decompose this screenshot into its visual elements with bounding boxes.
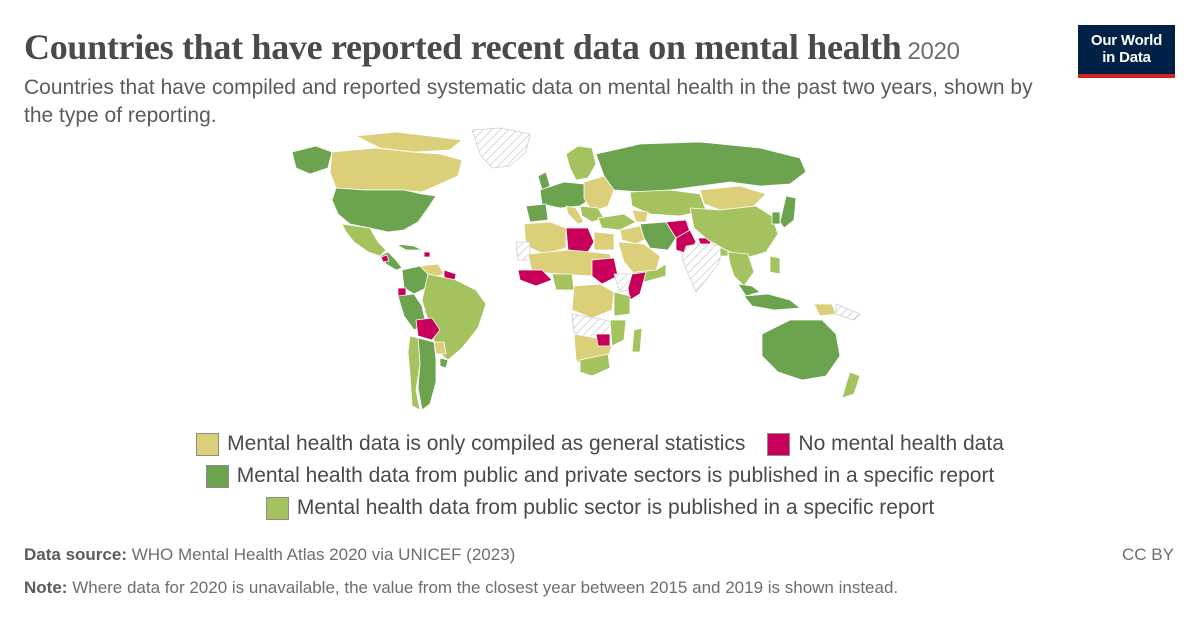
title-year: 2020: [907, 38, 961, 65]
region-brazil[interactable]: [421, 273, 487, 361]
legend-item-no-data[interactable]: No mental health data: [767, 432, 1004, 456]
note-text: Where data for 2020 is unavailable, the …: [72, 578, 899, 597]
region-haiti[interactable]: [423, 251, 431, 258]
swatch-public-private: [205, 464, 229, 488]
note-label: Note:: [24, 578, 68, 597]
owid-logo[interactable]: Our World in Data: [1078, 25, 1175, 78]
region-bolivia[interactable]: [415, 317, 441, 341]
title-text: Countries that have reported recent data…: [24, 27, 902, 67]
footer-note: Note: Where data for 2020 is unavailable…: [24, 578, 898, 598]
swatch-no-data: [767, 432, 791, 456]
region-south-africa[interactable]: [579, 353, 611, 377]
region-somalia[interactable]: [627, 271, 647, 301]
legend-item-public-private[interactable]: Mental health data from public and priva…: [205, 464, 995, 488]
region-east-africa[interactable]: [613, 291, 631, 317]
region-scandinavia[interactable]: [565, 145, 597, 181]
region-canada-islands[interactable]: [355, 131, 463, 153]
logo-line-2: in Data: [1102, 49, 1151, 66]
source-label: Data source:: [24, 545, 127, 564]
region-japan[interactable]: [779, 195, 797, 229]
region-canada[interactable]: [329, 147, 463, 193]
region-cuba[interactable]: [395, 243, 423, 251]
region-png[interactable]: [813, 303, 837, 317]
region-west-africa-coast[interactable]: [517, 269, 553, 287]
world-map: [291, 127, 861, 411]
chart-title: Countries that have reported recent data…: [24, 26, 960, 68]
legend-item-public-sector[interactable]: Mental health data from public sector is…: [265, 496, 935, 520]
region-egypt[interactable]: [593, 231, 615, 251]
region-syria-iraq[interactable]: [619, 225, 649, 245]
region-malaysia[interactable]: [737, 283, 761, 297]
data-source: Data source: WHO Mental Health Atlas 202…: [24, 545, 515, 565]
region-philippines[interactable]: [769, 255, 781, 275]
region-png-east[interactable]: [835, 303, 861, 321]
source-link[interactable]: WHO Mental Health Atlas 2020 via UNICEF …: [131, 545, 516, 564]
swatch-general-statistics: [196, 432, 220, 456]
region-western-sahara[interactable]: [515, 241, 531, 261]
region-korea[interactable]: [771, 211, 781, 225]
region-paraguay[interactable]: [433, 341, 447, 355]
logo-line-1: Our World: [1090, 32, 1163, 49]
legend-row-2: Mental health data from public and priva…: [0, 460, 1200, 492]
region-indonesia[interactable]: [743, 293, 801, 311]
legend-label-public-private: Mental health data from public and priva…: [236, 464, 995, 487]
region-mozambique[interactable]: [609, 319, 627, 347]
region-madagascar[interactable]: [631, 327, 643, 353]
region-new-zealand[interactable]: [841, 371, 861, 399]
chart-subtitle: Countries that have compiled and reporte…: [24, 76, 1033, 127]
legend-label-public-sector: Mental health data from public sector is…: [296, 496, 935, 519]
legend-item-general-statistics[interactable]: Mental health data is only compiled as g…: [196, 432, 745, 456]
region-zimbabwe[interactable]: [595, 333, 611, 347]
legend-row-3: Mental health data from public sector is…: [0, 492, 1200, 524]
swatch-public-sector: [265, 496, 289, 520]
region-russia[interactable]: [595, 141, 807, 193]
region-alaska[interactable]: [291, 145, 333, 175]
region-greenland[interactable]: [471, 127, 531, 169]
region-sudan[interactable]: [591, 257, 619, 285]
region-guatemala[interactable]: [380, 254, 390, 263]
legend-label-no-data: No mental health data: [798, 432, 1004, 455]
license-link[interactable]: CC BY: [1122, 545, 1174, 564]
region-china[interactable]: [689, 205, 779, 259]
region-italy[interactable]: [565, 205, 585, 225]
region-india[interactable]: [681, 241, 725, 293]
region-uk[interactable]: [537, 171, 551, 191]
region-argentina[interactable]: [417, 337, 437, 411]
region-usa[interactable]: [331, 187, 437, 233]
region-caucasus[interactable]: [631, 209, 649, 223]
region-libya[interactable]: [565, 227, 595, 253]
legend-label-general-statistics: Mental health data is only compiled as g…: [227, 432, 746, 455]
region-uruguay[interactable]: [439, 357, 449, 369]
region-nigeria[interactable]: [551, 273, 575, 291]
region-iberia[interactable]: [525, 203, 549, 223]
legend-row-1: Mental health data is only compiled as g…: [0, 428, 1200, 460]
region-chile[interactable]: [407, 335, 421, 411]
region-australia[interactable]: [761, 319, 841, 381]
region-turkey[interactable]: [597, 213, 637, 231]
region-central-africa[interactable]: [571, 283, 615, 319]
legend: Mental health data is only compiled as g…: [0, 428, 1200, 524]
